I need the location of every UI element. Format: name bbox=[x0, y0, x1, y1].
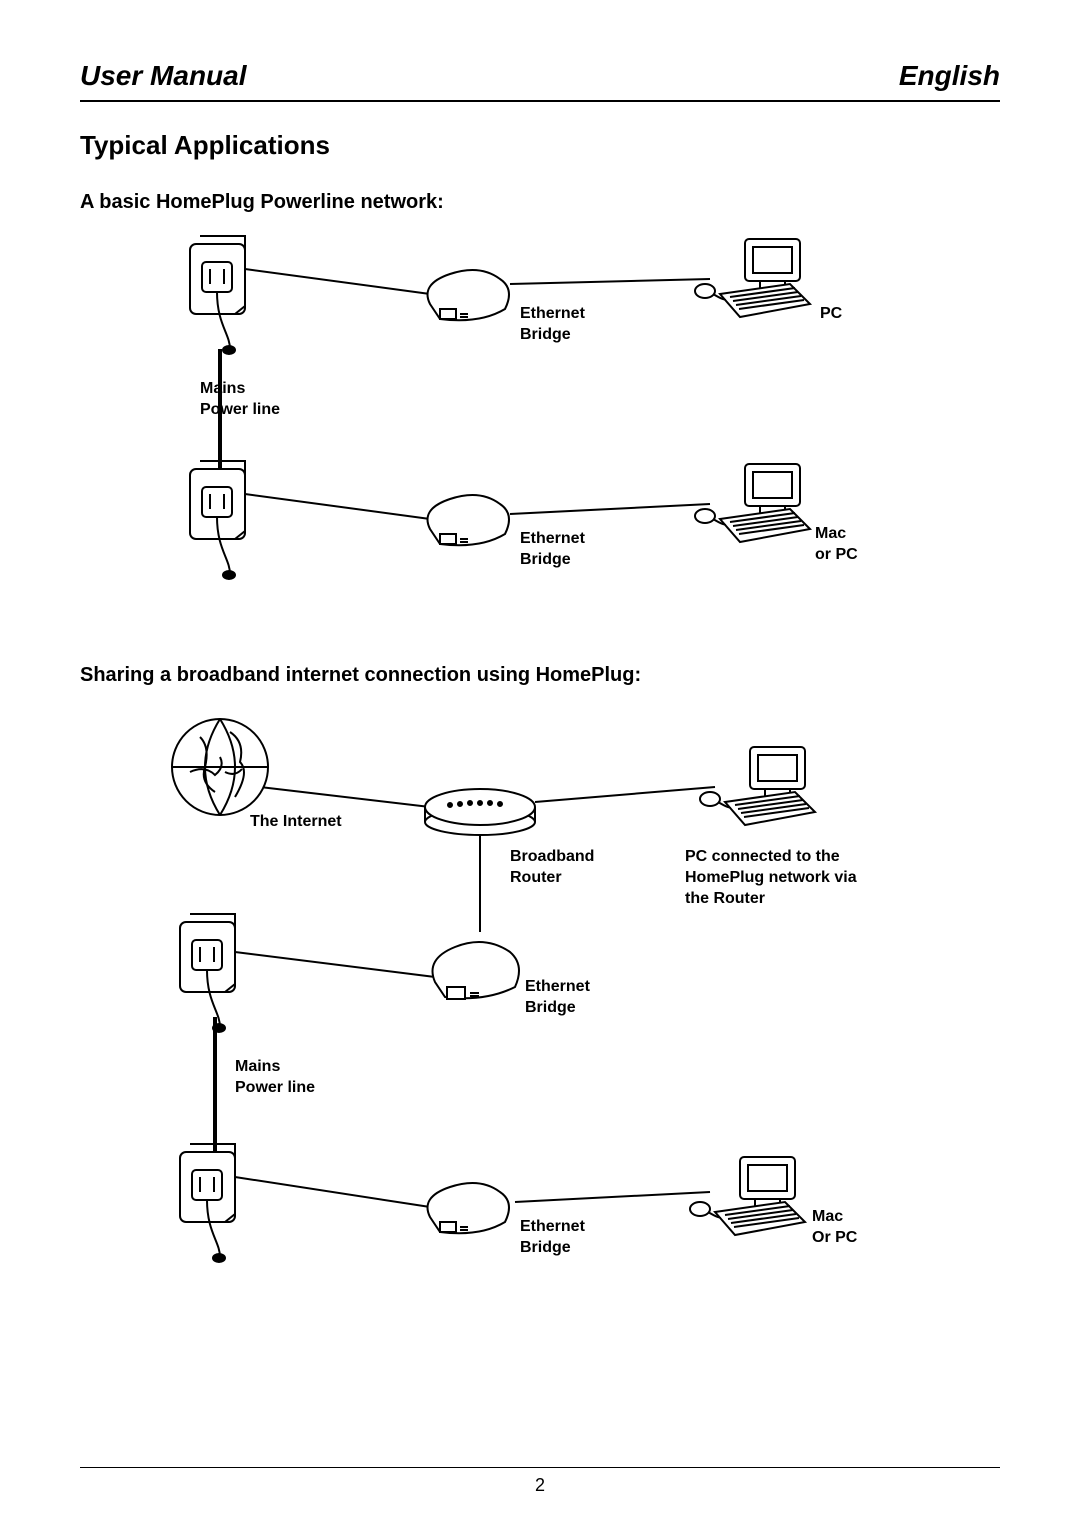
header-left: User Manual bbox=[80, 60, 247, 92]
label-mains-d2: Mains Power line bbox=[235, 1057, 315, 1099]
page: User Manual English Typical Applications… bbox=[0, 0, 1080, 1528]
label-pc-router: PC connected to the HomePlug network via… bbox=[685, 847, 857, 909]
label-mac: Mac or PC bbox=[815, 524, 858, 566]
label-bridge2: Ethernet Bridge bbox=[520, 529, 585, 571]
label-bridge1: Ethernet Bridge bbox=[520, 304, 585, 346]
label-mac-d2: Mac Or PC bbox=[812, 1207, 857, 1249]
label-router: Broadband Router bbox=[510, 847, 594, 889]
diagram-2: The Internet Broadband Router PC connect… bbox=[140, 707, 1000, 1287]
diagram2-title: Sharing a broadband internet connection … bbox=[80, 664, 1000, 687]
diagram1-title: A basic HomePlug Powerline network: bbox=[80, 191, 1000, 214]
header: User Manual English bbox=[80, 60, 1000, 92]
label-pc: PC bbox=[820, 304, 842, 325]
diagram-1: Ethernet Bridge PC Mains Power line Ethe… bbox=[140, 234, 1000, 614]
label-internet: The Internet bbox=[250, 812, 342, 833]
section-title: Typical Applications bbox=[80, 130, 1000, 161]
label-bridge1-d2: Ethernet Bridge bbox=[525, 977, 590, 1019]
footer-rule bbox=[80, 1467, 1000, 1468]
label-bridge2-d2: Ethernet Bridge bbox=[520, 1217, 585, 1259]
label-mains: Mains Power line bbox=[200, 379, 280, 421]
header-rule bbox=[80, 100, 1000, 102]
page-number: 2 bbox=[0, 1475, 1080, 1496]
header-right: English bbox=[899, 60, 1000, 92]
